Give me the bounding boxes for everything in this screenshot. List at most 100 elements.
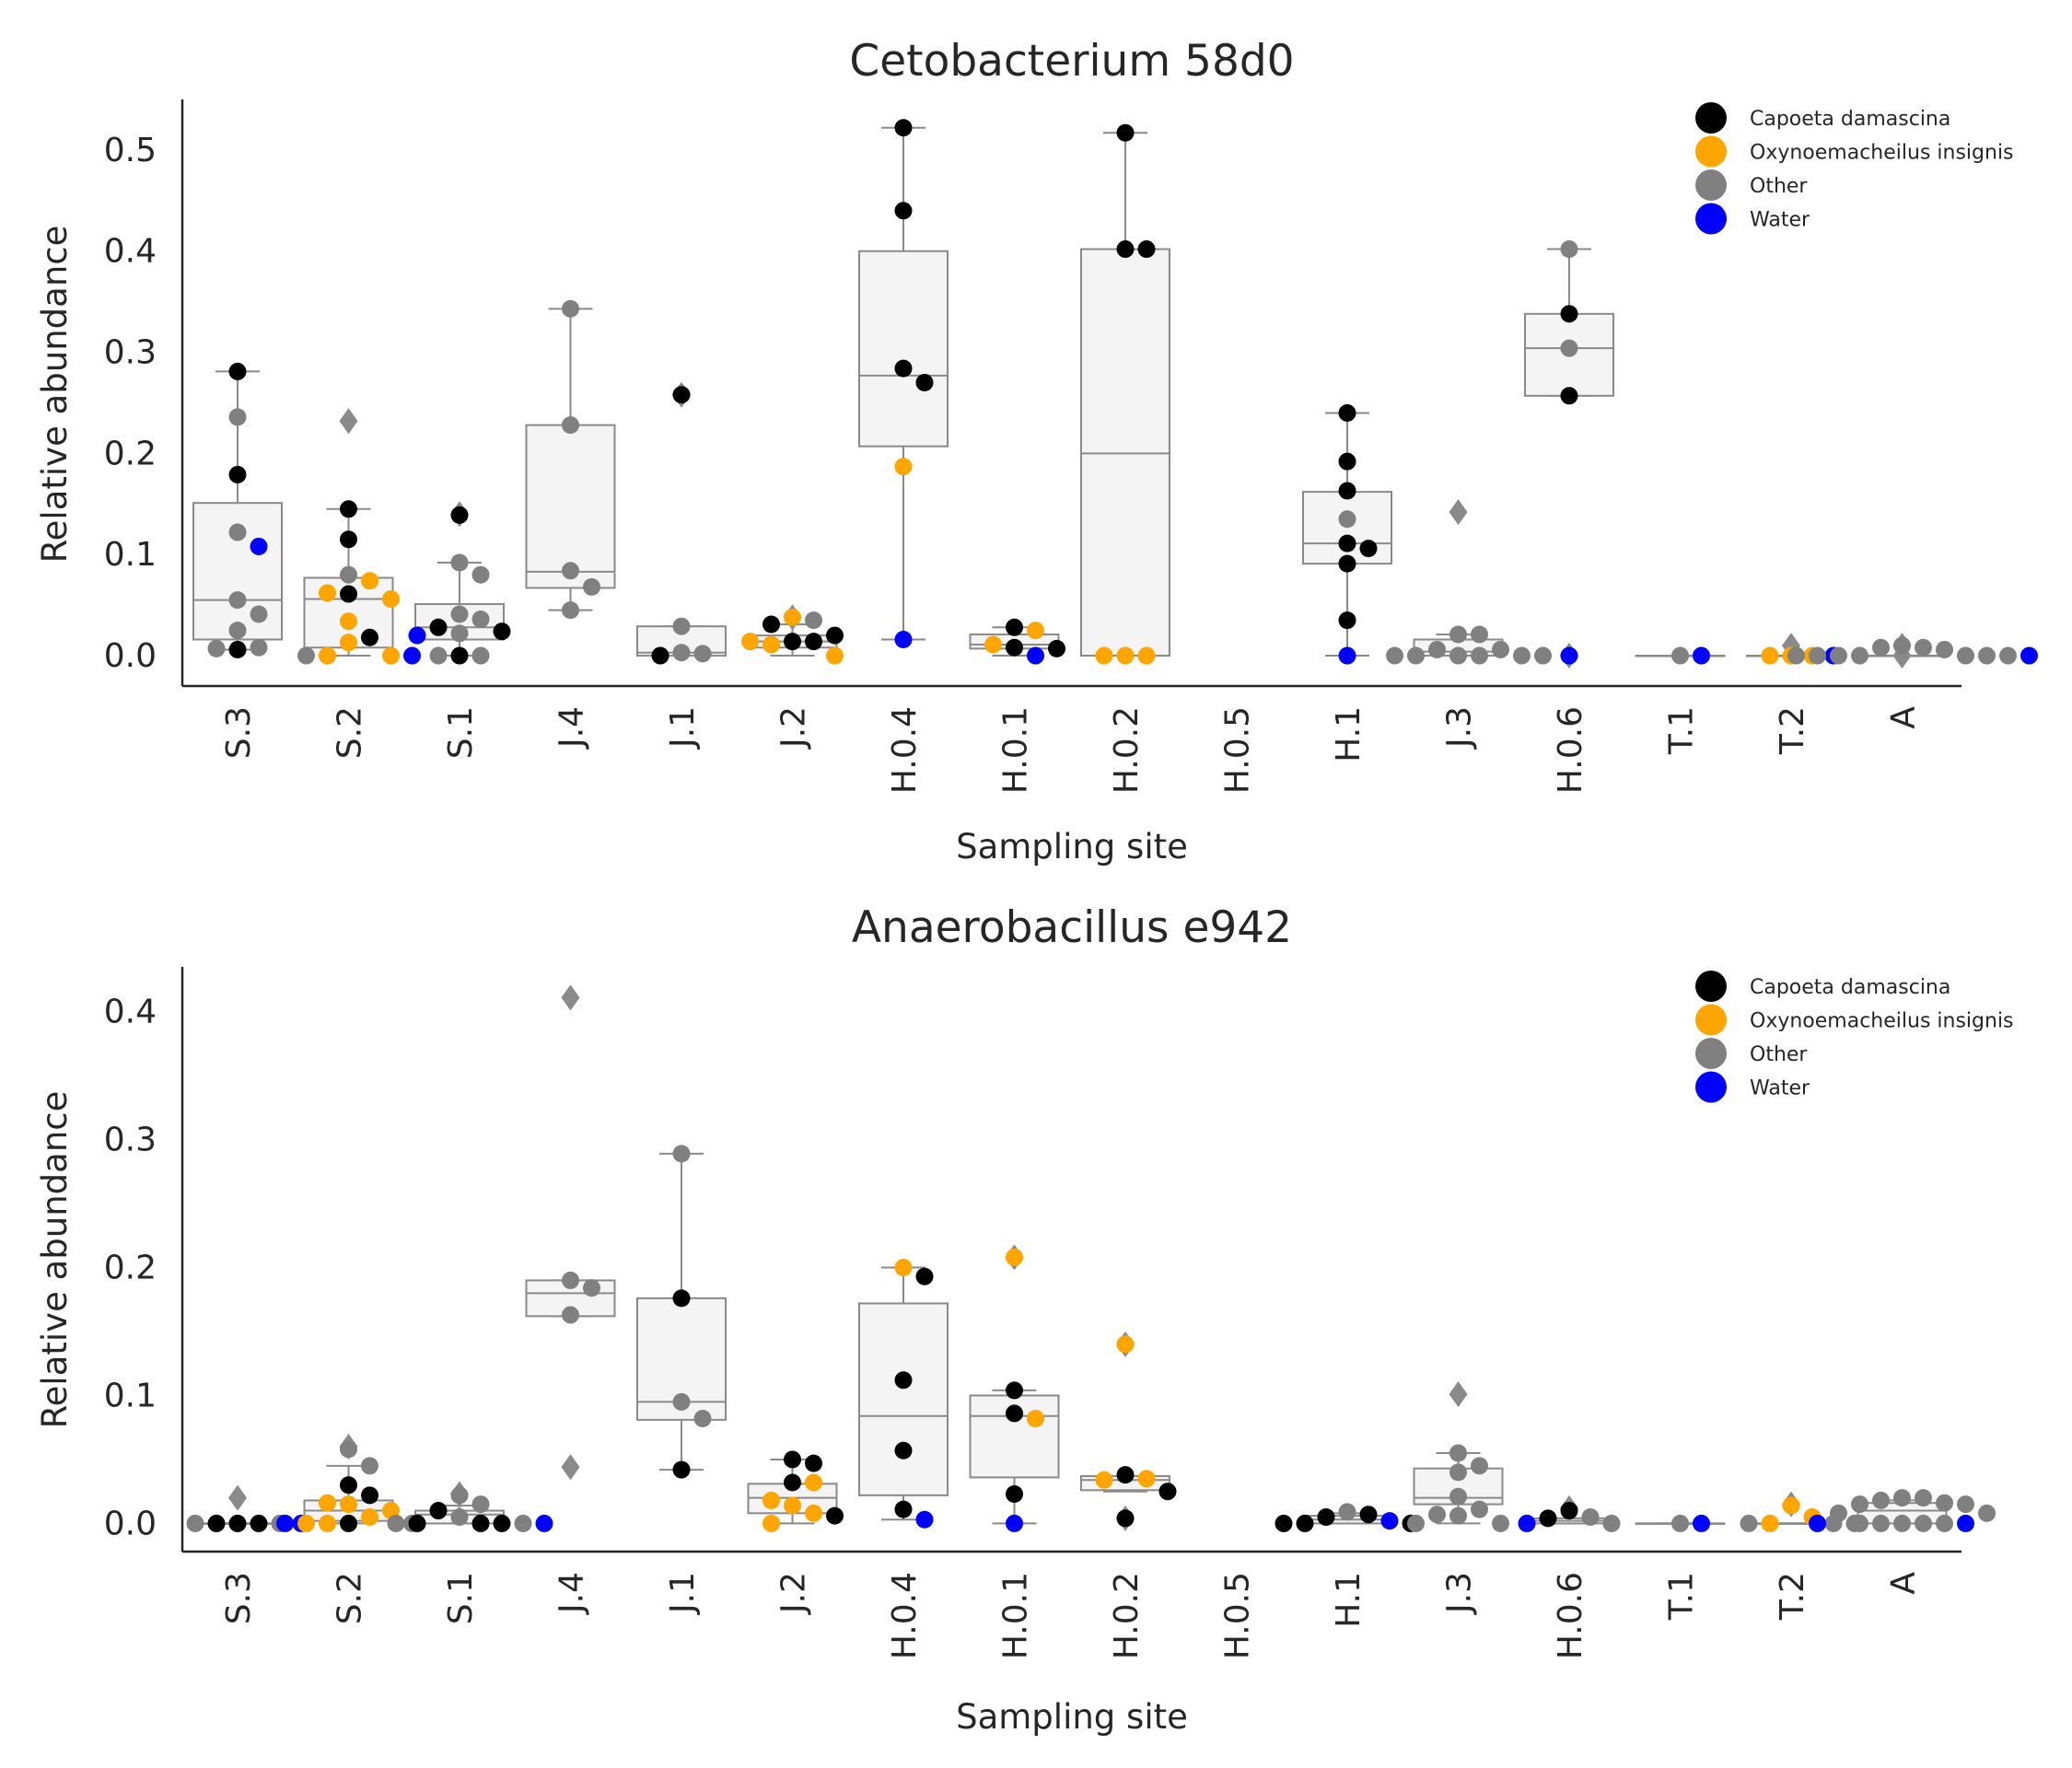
outlier-marker xyxy=(1449,1381,1468,1408)
data-point xyxy=(340,612,357,631)
data-point xyxy=(207,1514,226,1532)
data-point xyxy=(408,1514,426,1532)
data-point xyxy=(915,1267,934,1285)
data-point xyxy=(1471,646,1488,665)
data-point xyxy=(1513,646,1531,665)
x-tick-label: T.1 xyxy=(1663,706,1701,755)
data-point xyxy=(1671,1514,1689,1532)
data-point xyxy=(984,635,1002,654)
legend-label: Other xyxy=(1750,175,1808,198)
data-point xyxy=(1449,1463,1467,1482)
data-point xyxy=(1116,123,1135,142)
x-tick-label: J.3 xyxy=(1441,706,1479,750)
data-point xyxy=(672,1289,691,1308)
data-point xyxy=(1338,510,1356,529)
x-tick-label: S.1 xyxy=(442,1572,480,1624)
data-point xyxy=(1338,452,1356,471)
legend-marker xyxy=(1695,203,1727,235)
data-point xyxy=(1048,639,1065,657)
data-point xyxy=(1936,640,1953,658)
data-point xyxy=(1492,1514,1509,1532)
data-point xyxy=(1915,638,1932,657)
data-point xyxy=(450,1486,469,1505)
legend-label: Other xyxy=(1750,1043,1808,1066)
data-point xyxy=(1428,640,1446,658)
box-H.0.4 xyxy=(858,1266,949,1521)
outlier-marker xyxy=(561,984,580,1011)
data-point xyxy=(471,1514,490,1532)
data-point xyxy=(319,1494,336,1512)
y-tick-label: 0.1 xyxy=(104,536,157,574)
legend-label: Water xyxy=(1750,1077,1810,1100)
data-point xyxy=(429,618,448,636)
data-point xyxy=(1449,1487,1467,1506)
data-point xyxy=(228,1514,247,1532)
data-point xyxy=(471,646,490,665)
plot-area: 0.0 0.1 0.2 0.3 0.4 S.3 S.2 S.1 J.4 J.1 J.2 H.0.4 H.… xyxy=(104,967,1996,1659)
data-point xyxy=(1338,554,1356,573)
data-point xyxy=(1006,1248,1023,1266)
data-point xyxy=(1428,1506,1446,1524)
y-axis-label: Relative abundance xyxy=(35,226,75,564)
x-tick-label: J.3 xyxy=(1441,1572,1479,1615)
x-tick-label: H.0.1 xyxy=(997,706,1035,794)
data-point xyxy=(894,202,913,220)
data-point xyxy=(562,299,579,318)
data-point xyxy=(297,1514,315,1532)
data-point xyxy=(894,1259,913,1277)
data-point xyxy=(276,1514,294,1532)
box-body xyxy=(192,502,283,641)
data-point xyxy=(1539,1509,1557,1528)
x-tick-label: J.1 xyxy=(664,706,702,750)
data-point xyxy=(361,1507,378,1526)
box-H.0.2 xyxy=(1080,132,1170,657)
data-point xyxy=(250,537,268,555)
data-point xyxy=(250,605,268,623)
data-point xyxy=(1137,646,1156,665)
x-axis-label: Sampling site xyxy=(956,827,1188,867)
legend-label: Water xyxy=(1750,209,1810,232)
legend: Capoeta damascina Oxynoemacheilus insigni… xyxy=(1695,971,2014,1103)
data-point xyxy=(228,591,247,610)
data-point xyxy=(340,634,357,652)
data-point xyxy=(228,408,247,426)
x-tick-label: H.0.2 xyxy=(1108,1572,1146,1659)
data-point xyxy=(805,1454,822,1472)
data-point xyxy=(1359,540,1378,558)
data-point xyxy=(1872,1514,1890,1532)
data-point xyxy=(894,119,913,137)
legend-marker xyxy=(1695,135,1727,168)
data-point xyxy=(1534,646,1552,665)
data-point xyxy=(1851,1514,1868,1532)
data-point xyxy=(1915,1514,1932,1532)
x-tick-label: J.4 xyxy=(553,1572,591,1615)
data-point xyxy=(562,562,579,580)
data-point xyxy=(1359,1506,1378,1524)
data-point xyxy=(784,1473,801,1492)
data-point xyxy=(1116,646,1135,665)
data-point xyxy=(319,1514,336,1532)
x-tick-label: S.3 xyxy=(220,1572,258,1624)
data-point xyxy=(826,1506,844,1525)
legend-label: Capoeta damascina xyxy=(1750,976,1950,999)
x-tick-label: A xyxy=(1885,706,1923,729)
data-point xyxy=(672,386,691,404)
data-point xyxy=(1006,618,1023,636)
data-point xyxy=(1978,1504,1996,1522)
data-point xyxy=(1693,1514,1710,1532)
data-point xyxy=(1560,1502,1578,1520)
data-point xyxy=(1137,1470,1156,1488)
data-point xyxy=(915,374,934,392)
box-body xyxy=(858,1302,949,1496)
data-point xyxy=(361,628,378,646)
y-tick-label: 0.4 xyxy=(104,233,157,271)
data-point xyxy=(672,1145,691,1163)
data-point xyxy=(1380,1512,1399,1530)
y-tick-label: 0.4 xyxy=(104,994,157,1031)
x-tick-label: H.1 xyxy=(1330,1572,1368,1628)
data-point xyxy=(1407,1514,1425,1532)
data-point xyxy=(361,1457,378,1475)
x-tick-label: H.0.4 xyxy=(886,706,924,794)
data-point xyxy=(228,465,247,483)
